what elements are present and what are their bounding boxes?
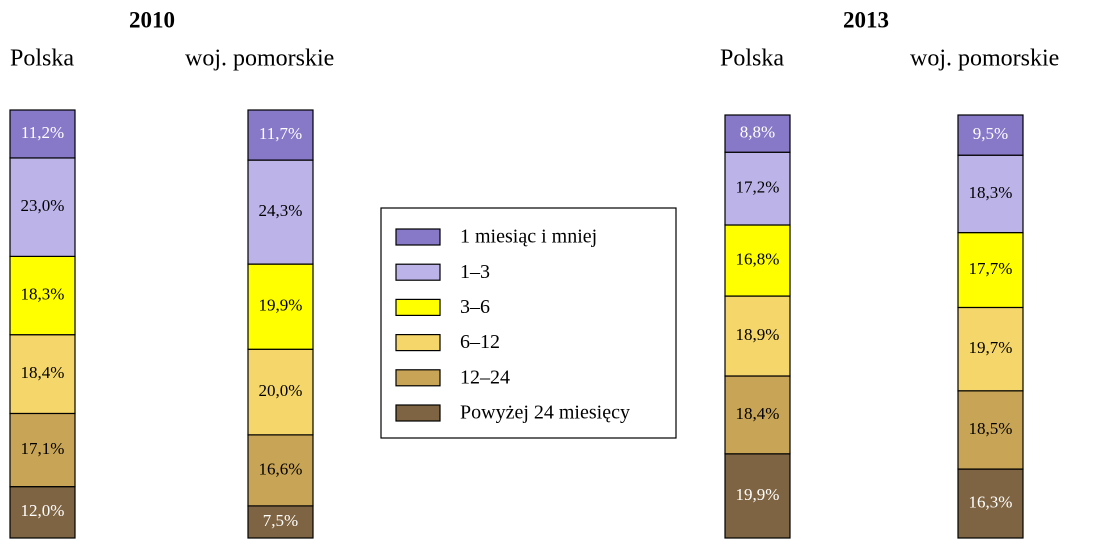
value-label: 19,9% <box>736 485 780 504</box>
bar-segment <box>9 157 76 257</box>
group-label: 2013 <box>843 7 889 32</box>
value-label: 18,9% <box>736 325 780 344</box>
bar-segment <box>957 468 1024 539</box>
legend-swatch <box>395 369 441 387</box>
legend-label: 1 miesiąc i mniej <box>460 226 597 248</box>
value-label: 17,1% <box>21 439 65 458</box>
legend-swatch <box>395 263 441 281</box>
legend-swatch <box>395 298 441 316</box>
legend-swatch <box>395 334 441 352</box>
legend-box <box>380 207 677 439</box>
bar-segment <box>9 109 76 159</box>
bar-segment <box>724 151 791 226</box>
value-label: 17,7% <box>969 259 1013 278</box>
bar-segment <box>957 114 1024 156</box>
bar-segment <box>957 390 1024 470</box>
legend-label: 12–24 <box>460 366 510 388</box>
value-label: 8,8% <box>740 123 775 142</box>
legend-label: Powyżej 24 miesięcy <box>460 402 630 424</box>
category-label: Polska <box>10 46 74 72</box>
category-label: Polska <box>720 46 784 72</box>
value-label: 16,8% <box>736 249 780 268</box>
bar-segment <box>247 109 314 161</box>
bar-segment <box>9 486 76 539</box>
bar-segment <box>724 295 791 377</box>
bar-segment <box>9 412 76 488</box>
bar-segment <box>247 348 314 436</box>
value-label: 18,4% <box>736 404 780 423</box>
value-label: 18,3% <box>21 284 65 303</box>
value-label: 7,5% <box>263 511 298 530</box>
value-label: 12,0% <box>21 501 65 520</box>
value-label: 19,9% <box>259 296 303 315</box>
value-label: 24,3% <box>259 201 303 220</box>
bar-segment <box>724 224 791 297</box>
category-label: woj. pomorskie <box>185 46 334 72</box>
value-label: 16,6% <box>259 459 303 478</box>
bar-segment <box>957 306 1024 392</box>
bar-segment <box>957 154 1024 234</box>
bar-segment <box>247 159 314 265</box>
value-label: 18,3% <box>969 183 1013 202</box>
value-label: 17,2% <box>736 178 780 197</box>
value-label: 19,7% <box>969 338 1013 357</box>
category-label: woj. pomorskie <box>910 46 1059 72</box>
group-label: 2010 <box>129 7 175 32</box>
bar-segment <box>724 114 791 153</box>
bar-segment <box>9 255 76 336</box>
bar-segment <box>247 434 314 507</box>
value-label: 16,3% <box>969 492 1013 511</box>
value-label: 18,4% <box>21 363 65 382</box>
legend-label: 3–6 <box>460 296 490 318</box>
value-label: 20,0% <box>259 381 303 400</box>
legend-swatch <box>395 404 441 422</box>
value-label: 23,0% <box>21 196 65 215</box>
legend-label: 6–12 <box>460 331 500 353</box>
legend-label: 1–3 <box>460 261 490 283</box>
value-label: 9,5% <box>973 124 1008 143</box>
bar-segment <box>247 505 314 539</box>
value-label: 18,5% <box>969 419 1013 438</box>
legend-swatch <box>395 228 441 246</box>
value-label: 11,2% <box>21 123 64 142</box>
bar-segment <box>724 453 791 539</box>
bar-segment <box>247 263 314 350</box>
value-label: 11,7% <box>259 124 302 143</box>
